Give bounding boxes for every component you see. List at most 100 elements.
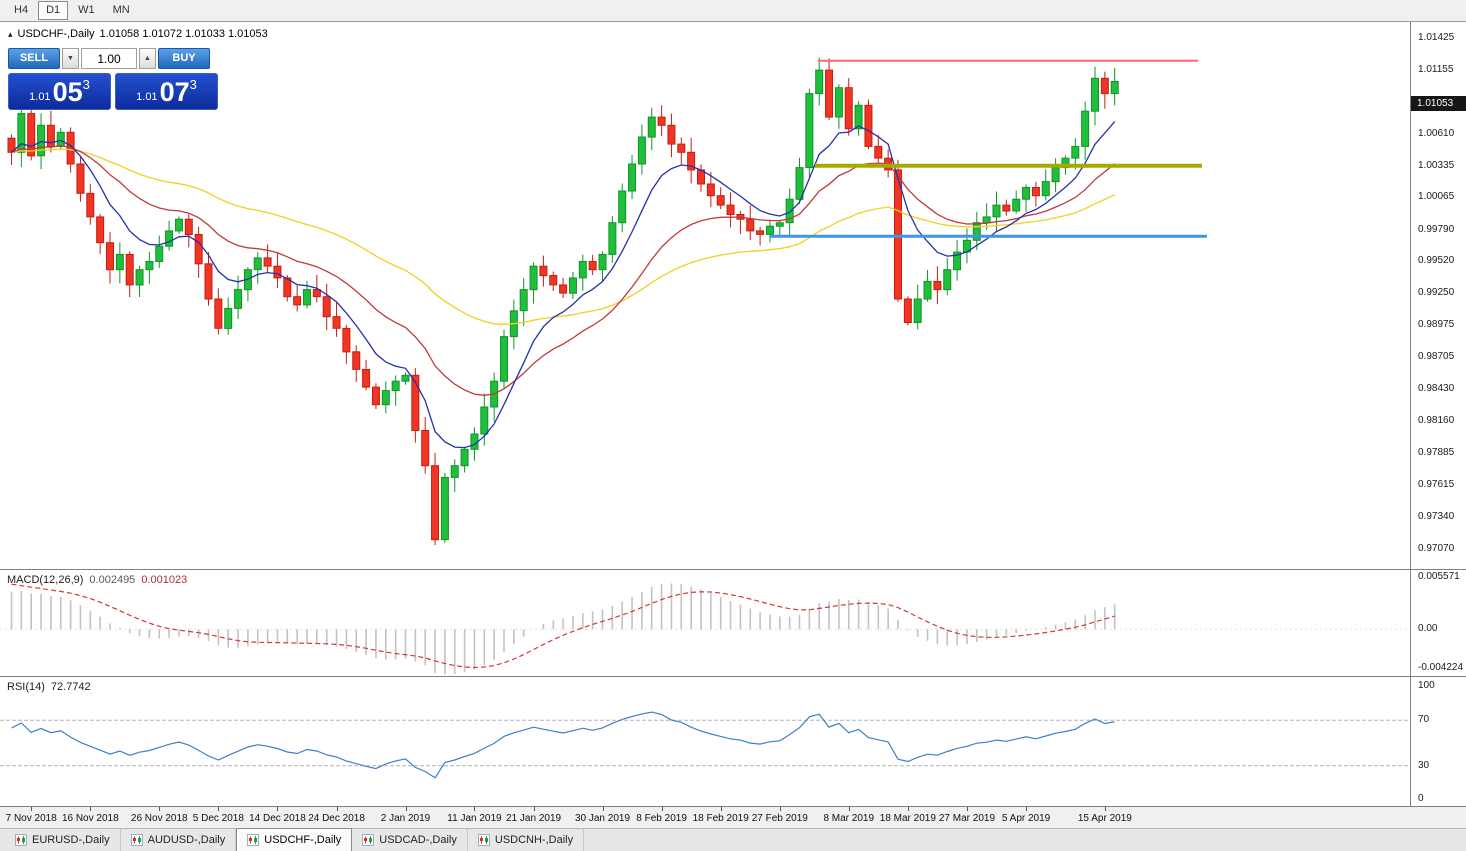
chart-icon [477, 834, 490, 846]
tab-eurusd[interactable]: EURUSD-,Daily [5, 829, 121, 851]
chart-icon [362, 834, 375, 846]
chart-icon [15, 834, 27, 846]
symbol-ohlc-line: ▴ USDCHF-,Daily 1.01058 1.01072 1.01033 … [8, 28, 268, 40]
rsi-label: RSI(14) 72.7742 [7, 681, 91, 693]
date-label: 18 Feb 2019 [692, 813, 749, 824]
collapse-arrow-icon[interactable]: ▴ [8, 28, 13, 39]
sell-quote-box[interactable]: 1.01 05 3 [8, 73, 111, 110]
date-label: 2 Jan 2019 [380, 813, 431, 824]
date-axis[interactable]: 7 Nov 2018 16 Nov 2018 26 Nov 2018 5 Dec 20… [0, 806, 1466, 828]
date-tick [474, 807, 476, 811]
date-tick [1026, 807, 1028, 811]
date-label: 8 Mar 2019 [823, 813, 875, 824]
timeframe-toolbar: H4 D1 W1 MN [0, 0, 1466, 22]
date-tick [90, 807, 92, 811]
price-axis-label: 1.00335 [1418, 159, 1455, 171]
date-label: 27 Mar 2019 [938, 813, 996, 824]
date-tick [336, 807, 338, 811]
timeframe-d1-button[interactable]: D1 [38, 1, 69, 20]
chart-icon [130, 834, 143, 846]
date-label: 5 Dec 2018 [192, 813, 244, 824]
date-label: 26 Nov 2018 [130, 813, 188, 824]
rsi-panel[interactable]: RSI(14) 72.7742 100 70 30 0 [0, 676, 1466, 806]
rsi-line [11, 711, 1115, 779]
price-axis-label: 1.00065 [1418, 191, 1455, 203]
volume-input[interactable] [81, 48, 137, 69]
timeframe-h4-button[interactable]: H4 [14, 4, 29, 16]
date-tick [602, 807, 604, 811]
price-axis-label: 0.99250 [1418, 287, 1455, 299]
price-axis-label: 0.97070 [1418, 543, 1455, 555]
date-label: 24 Dec 2018 [308, 813, 365, 824]
macd-axis-label: 0.00 [1418, 623, 1438, 635]
main-chart-panel[interactable]: ▴ USDCHF-,Daily 1.01058 1.01072 1.01033 … [0, 22, 1466, 569]
symbol-name: USDCHF-,Daily [17, 28, 95, 40]
one-click-trading-panel: SELL ▼ ▲ BUY 1.01 05 3 1.01 07 3 [8, 48, 218, 110]
date-tick [277, 807, 279, 811]
timeframe-w1-button[interactable]: W1 [78, 4, 95, 16]
rsi-plot [0, 711, 1410, 779]
tab-usdchf[interactable]: USDCHF-,Daily [236, 828, 353, 851]
main-chart-plot[interactable] [0, 22, 1410, 569]
date-tick [966, 807, 968, 811]
macd-title: MACD(12,26,9) [7, 574, 84, 586]
volume-increase-button[interactable]: ▲ [139, 48, 156, 69]
rsi-axis-label: 100 [1418, 680, 1435, 691]
sell-button[interactable]: SELL [8, 48, 60, 69]
buy-price-prefix: 1.01 [136, 91, 158, 103]
date-label: 16 Nov 2018 [61, 813, 119, 824]
sell-price-prefix: 1.01 [29, 91, 51, 103]
volume-decrease-button[interactable]: ▼ [62, 48, 79, 69]
tab-label: AUDUSD-,Daily [147, 834, 226, 846]
date-label: 15 Apr 2019 [1077, 813, 1132, 824]
rsi-axis-label: 30 [1418, 759, 1430, 771]
macd-main-value: 0.002495 [89, 574, 136, 586]
date-tick [159, 807, 161, 811]
price-axis-label: 0.98430 [1418, 383, 1455, 395]
date-tick [848, 807, 850, 811]
date-label: 18 Mar 2019 [879, 813, 936, 824]
rsi-axis: 100 70 30 0 [1410, 677, 1466, 806]
buy-price-big: 07 [159, 77, 190, 107]
tab-label: USDCAD-,Daily [379, 834, 457, 846]
chart-tabbar: EURUSD-,Daily AUDUSD-,Daily USDCHF-,Daily U… [0, 828, 1466, 851]
ohlc-values: 1.01058 1.01072 1.01033 1.01053 [99, 28, 268, 40]
date-tick [31, 807, 33, 811]
date-tick [218, 807, 220, 811]
price-axis-label: 0.97340 [1418, 511, 1455, 523]
rsi-title: RSI(14) [7, 681, 45, 693]
macd-label: MACD(12,26,9) 0.002495 0.001023 [7, 574, 187, 586]
date-label: 7 Nov 2018 [5, 813, 57, 824]
price-axis-label: 0.99790 [1418, 223, 1455, 235]
current-price-badge: 1.01053 [1411, 95, 1466, 111]
rsi-value: 72.7742 [50, 681, 91, 693]
macd-panel[interactable]: MACD(12,26,9) 0.002495 0.001023 0.005571… [0, 569, 1466, 676]
buy-quote-box[interactable]: 1.01 07 3 [115, 73, 218, 110]
date-tick [661, 807, 663, 811]
macd-histogram [10, 583, 1116, 675]
date-tick [533, 807, 535, 811]
sell-price-big: 05 [52, 77, 83, 107]
ma-21-line [11, 145, 1116, 396]
buy-button[interactable]: BUY [158, 48, 210, 69]
price-axis-label: 1.01425 [1418, 31, 1455, 43]
macd-axis-label: -0.004224 [1418, 662, 1464, 673]
timeframe-mn-button[interactable]: MN [112, 4, 130, 16]
tab-audusd[interactable]: AUDUSD-,Daily [121, 829, 237, 851]
buy-price-sup: 3 [189, 77, 197, 92]
price-axis-label: 1.01155 [1418, 63, 1454, 75]
candles [7, 57, 1119, 545]
tab-usdcad[interactable]: USDCAD-,Daily [352, 829, 468, 851]
rsi-axis-label: 70 [1418, 714, 1430, 726]
tab-usdcnh[interactable]: USDCNH-,Daily [468, 829, 585, 851]
rsi-axis-label: 0 [1418, 793, 1424, 804]
price-axis: 1.014251.011551.008801.006101.003351.000… [1410, 22, 1466, 569]
date-label: 8 Feb 2019 [636, 813, 687, 824]
date-label: 21 Jan 2019 [506, 813, 562, 824]
macd-plot [0, 583, 1410, 675]
date-tick [720, 807, 722, 811]
date-label: 30 Jan 2019 [574, 813, 631, 824]
date-label: 11 Jan 2019 [447, 813, 502, 824]
price-axis-label: 0.98705 [1418, 351, 1455, 363]
